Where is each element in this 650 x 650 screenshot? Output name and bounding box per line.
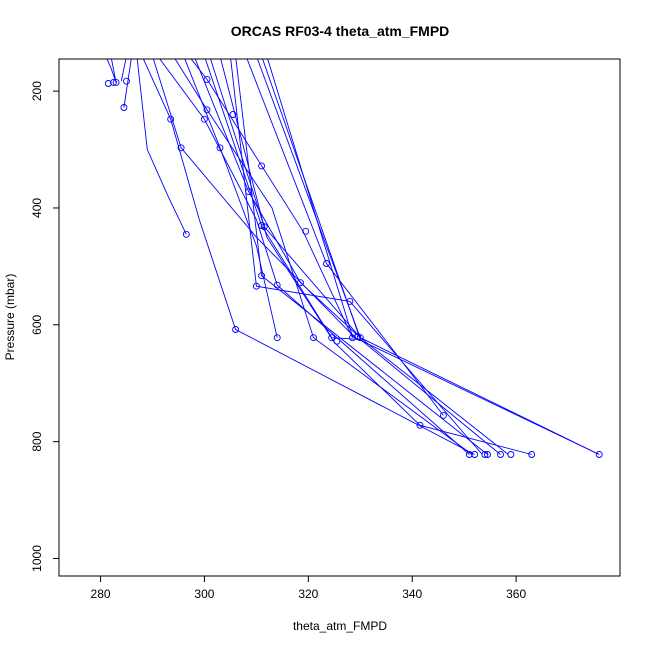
data-point-20 — [258, 272, 266, 280]
x-tick-label: 280 — [91, 587, 111, 601]
data-point-7 — [229, 111, 237, 118]
series-line-17 — [235, 59, 488, 455]
series-line-6 — [142, 59, 475, 455]
data-point-3 — [112, 78, 120, 86]
data-point-30 — [349, 334, 356, 342]
data-point-23 — [273, 281, 281, 289]
series-line-21 — [267, 59, 600, 455]
data-point-24 — [346, 297, 354, 305]
x-axis: 280 300 320 340 360 — [91, 576, 526, 601]
series-line-8 — [159, 59, 470, 455]
series-line-14 — [210, 59, 509, 455]
data-point-18 — [182, 230, 190, 238]
data-point-19 — [323, 260, 330, 267]
series-line-1 — [106, 59, 117, 83]
data-point-39 — [497, 451, 504, 458]
data-point-5 — [120, 104, 128, 111]
series-line-18 — [246, 59, 444, 416]
data-point-34 — [416, 421, 424, 429]
data-point-2 — [110, 78, 117, 86]
series-line-5 — [136, 59, 187, 235]
data-point-9 — [167, 115, 175, 123]
y-tick-label: 200 — [30, 81, 44, 101]
data-point-32 — [356, 334, 364, 342]
data-point-29 — [333, 337, 341, 345]
data-point-13 — [258, 162, 266, 170]
series-line-3 — [120, 59, 127, 82]
x-tick-label: 300 — [194, 587, 214, 601]
x-tick-label: 320 — [298, 587, 318, 601]
data-point-33 — [439, 411, 447, 419]
series-line-13 — [204, 59, 361, 340]
data-point-36 — [471, 451, 479, 458]
x-tick-label: 360 — [506, 587, 526, 601]
plot-frame — [58, 58, 621, 577]
plot-area — [58, 58, 621, 577]
data-point-26 — [273, 334, 281, 342]
points-layer — [104, 75, 603, 458]
series-line-11 — [190, 59, 353, 338]
data-point-41 — [528, 451, 536, 458]
data-point-38 — [484, 451, 491, 458]
series-line-10 — [184, 59, 278, 338]
data-point-4 — [123, 77, 130, 85]
data-point-37 — [481, 451, 489, 458]
data-point-11 — [177, 144, 185, 152]
data-point-22 — [252, 282, 260, 290]
data-point-35 — [465, 451, 473, 458]
data-point-21 — [297, 279, 304, 287]
data-point-28 — [328, 334, 336, 342]
series-line-2 — [111, 59, 117, 83]
y-tick-label: 800 — [30, 431, 44, 451]
series-line-20 — [262, 59, 501, 455]
data-point-40 — [507, 451, 515, 458]
data-point-1 — [104, 80, 112, 87]
y-tick-label: 600 — [30, 314, 44, 334]
x-axis-label: theta_atm_FMPD — [293, 619, 387, 633]
data-point-12 — [216, 144, 224, 152]
series-line-9 — [174, 59, 473, 455]
data-point-6 — [203, 75, 211, 83]
data-point-10 — [200, 115, 208, 123]
chart-title: ORCAS RF03-4 theta_atm_FMPD — [231, 23, 450, 39]
data-point-25 — [232, 326, 240, 333]
data-point-17 — [260, 223, 268, 231]
y-tick-label: 1000 — [30, 545, 44, 572]
y-tick-label: 400 — [30, 198, 44, 218]
y-axis-label: Pressure (mbar) — [3, 274, 17, 361]
data-point-14 — [245, 188, 253, 196]
series-layer — [106, 59, 600, 455]
series-line-4 — [123, 59, 132, 108]
x-tick-label: 340 — [402, 587, 422, 601]
y-axis: 200 400 600 800 1000 — [30, 81, 59, 572]
data-point-15 — [302, 227, 310, 235]
series-line-16 — [230, 59, 483, 455]
series-line-12 — [194, 59, 600, 455]
data-point-8 — [203, 106, 211, 114]
data-point-42 — [595, 451, 603, 458]
data-point-27 — [310, 334, 317, 342]
